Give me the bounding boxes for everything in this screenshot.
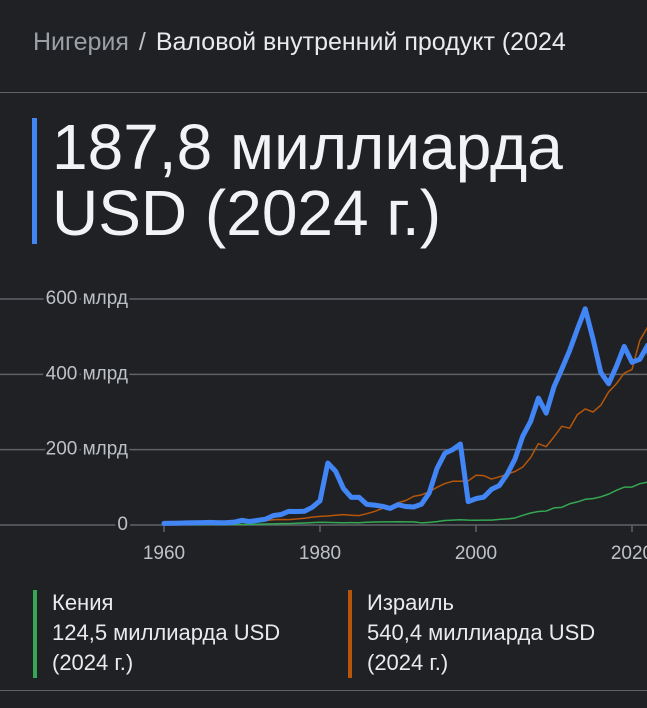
y-tick-label: 400 млрд [46,363,128,384]
x-tick-label: 1980 [299,543,341,564]
breadcrumb-separator: / [138,28,146,56]
y-tick-label: 200 млрд [46,439,128,460]
legend-name: Израиль [367,590,454,615]
y-tick-label: 600 млрд [46,288,128,309]
breadcrumb-parent[interactable]: Нигерия [33,28,129,56]
breadcrumb-current: Валовой внутренний продукт (2024 [155,28,566,56]
x-tick-label: 1960 [143,543,185,564]
divider [0,690,647,691]
legend-swatch [33,590,37,678]
legend-swatch [348,590,352,678]
y-tick-label: 0 [117,514,128,535]
divider [0,92,647,93]
series-line [163,326,647,525]
legend-item[interactable]: Израиль 540,4 миллиарда USD (2024 г.) [367,588,642,678]
legend-name: Кения [52,590,114,615]
headline: 187,8 миллиарда USD (2024 г.) [52,111,563,249]
x-tick-label: 2000 [455,543,497,564]
breadcrumb: Нигерия / Валовой внутренний продукт (2024 [33,28,647,57]
legend-value: 540,4 миллиарда USD (2024 г.) [367,620,596,675]
x-tick-label: 2020 [611,543,647,564]
series-line [163,481,647,526]
legend-item[interactable]: Кения 124,5 миллиарда USD (2024 г.) [52,588,327,678]
legend-value: 124,5 миллиарда USD (2024 г.) [52,620,281,675]
headline-accent [32,118,37,244]
series-line [161,306,647,526]
